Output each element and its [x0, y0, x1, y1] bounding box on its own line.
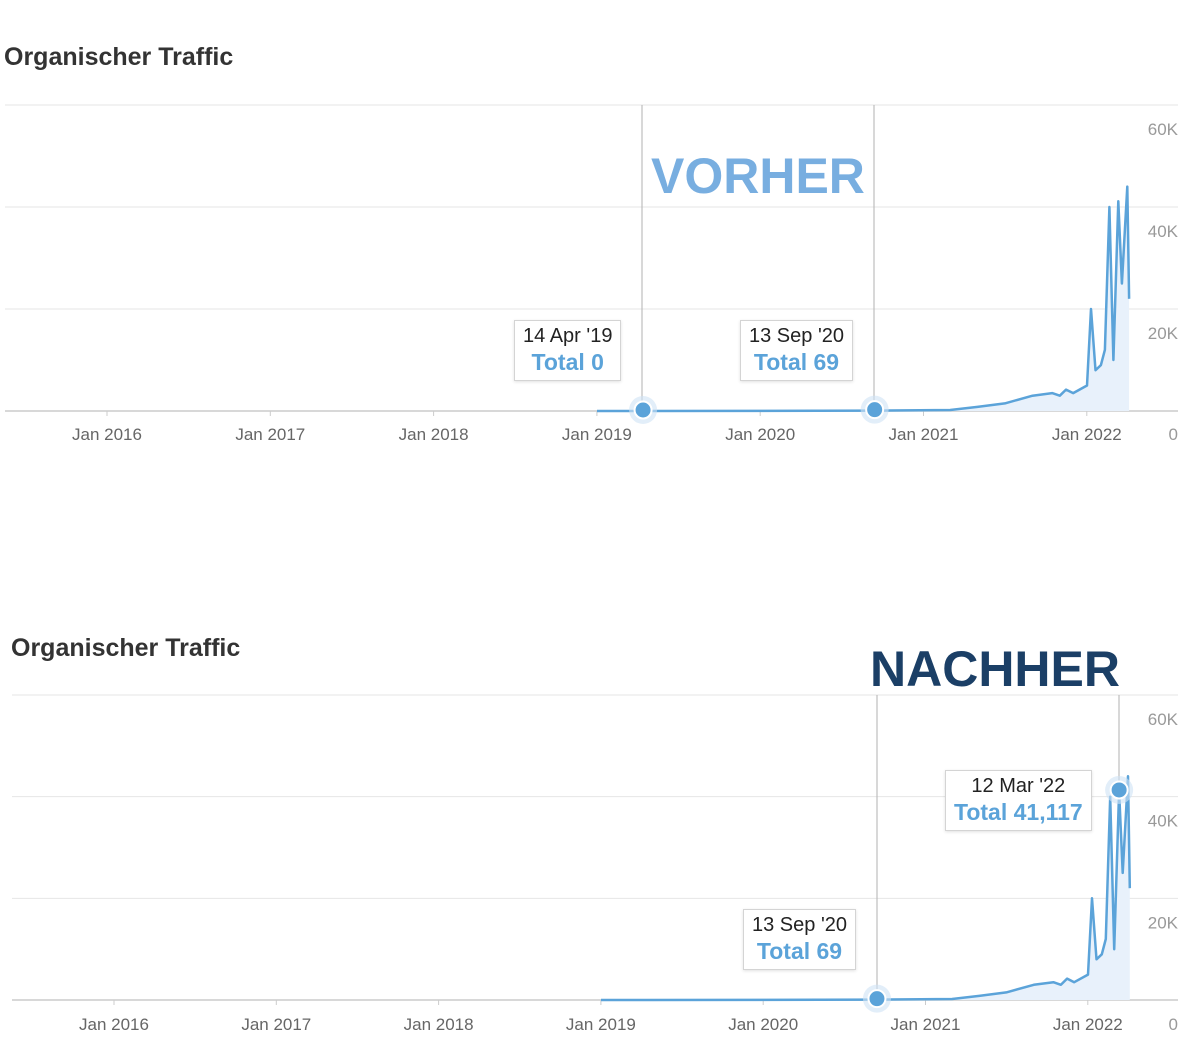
nachher-label: NACHHER: [870, 641, 1120, 697]
x-tick-label: Jan 2022: [1053, 1015, 1123, 1034]
series-line: [601, 775, 1132, 1002]
traffic-chart-vorher: 0 20K 40K 60K Jan 2016 Jan 2017 Jan 2018 Jan 20…: [5, 104, 1179, 444]
x-tick-label: Jan 2020: [728, 1015, 798, 1034]
x-tick-label: Jan 2019: [562, 425, 632, 444]
tooltip-total: Total 0: [531, 349, 604, 375]
tooltip-total: Total 69: [756, 938, 843, 964]
chart-panel-vorher: Organischer Traffic 0 20K 40K 60K Jan 2016 Ja…: [0, 0, 1192, 520]
chart-panel-nachher: Organischer Traffic 0 20K 40K 60K Jan 2016 Ja…: [0, 590, 1192, 1060]
traffic-chart-nachher: 0 20K 40K 60K Jan 2016 Jan 2017 Jan 2018 Jan 20…: [12, 694, 1179, 1034]
series-line: [597, 185, 1131, 413]
x-tick-label: Jan 2021: [891, 1015, 961, 1034]
x-tick-label: Jan 2016: [72, 425, 142, 444]
x-tick-label: Jan 2020: [725, 425, 795, 444]
x-tick-label: Jan 2017: [241, 1015, 311, 1034]
series-area: [597, 186, 1130, 411]
y-tick-label: 20K: [1148, 324, 1179, 343]
x-tick-label: Jan 2018: [404, 1015, 474, 1034]
x-tick-label: Jan 2016: [79, 1015, 149, 1034]
data-point[interactable]: [865, 400, 885, 420]
y-tick-label: 20K: [1148, 913, 1179, 932]
y-tick-label: 60K: [1148, 120, 1179, 139]
data-point[interactable]: [867, 989, 887, 1009]
y-tick-label: 60K: [1148, 710, 1179, 729]
tooltip-date: 13 Sep '20: [752, 914, 848, 936]
vorher-label: VORHER: [651, 148, 865, 204]
x-tick-label: Jan 2021: [889, 425, 959, 444]
y-tick-label: 0: [1169, 1015, 1178, 1034]
tooltip-sep-2020: 13 Sep '20 Total 69: [743, 909, 857, 970]
x-tick-label: Jan 2017: [235, 425, 305, 444]
tooltip-mar-2022: 12 Mar '22 Total 41,117: [945, 770, 1092, 831]
tooltip-total: Total 69: [753, 349, 840, 375]
tooltip-total: Total 41,117: [954, 799, 1083, 825]
x-tick-label: Jan 2018: [399, 425, 469, 444]
tooltip-apr-2019: 14 Apr '19 Total 0: [514, 320, 622, 381]
y-tick-label: 0: [1169, 425, 1178, 444]
x-tick-label: Jan 2022: [1052, 425, 1122, 444]
tooltip-date: 12 Mar '22: [971, 775, 1066, 797]
chart-title: Organischer Traffic: [11, 634, 241, 662]
y-tick-label: 40K: [1148, 812, 1179, 831]
chart-title: Organischer Traffic: [4, 43, 234, 71]
x-tick-label: Jan 2019: [566, 1015, 636, 1034]
data-point[interactable]: [1109, 780, 1129, 800]
data-point[interactable]: [633, 400, 653, 420]
tooltip-sep-2020: 13 Sep '20 Total 69: [740, 320, 854, 381]
tooltip-date: 14 Apr '19: [523, 325, 613, 347]
tooltip-date: 13 Sep '20: [749, 325, 845, 347]
y-tick-label: 40K: [1148, 222, 1179, 241]
